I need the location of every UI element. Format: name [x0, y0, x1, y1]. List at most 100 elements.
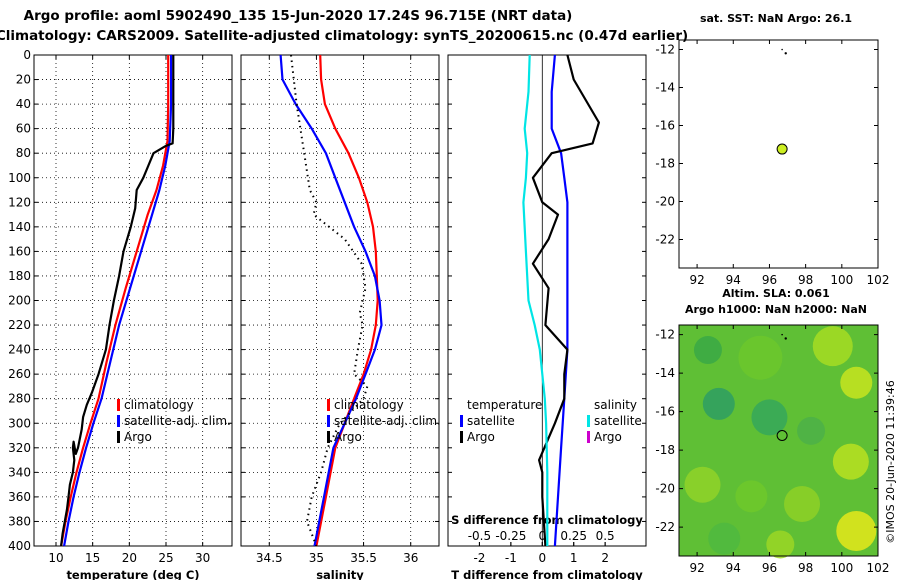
legend-swatch-satellite	[327, 415, 330, 427]
series-satellite-adj-clim-	[279, 54, 383, 547]
x2-tick-label: 0	[538, 529, 546, 543]
y-tick-label: 240	[8, 343, 31, 357]
sla-cell	[708, 522, 741, 555]
sla-cell	[702, 387, 735, 420]
sla-cell	[812, 326, 853, 367]
figure-title-line2: Climatology: CARS2009. Satellite-adjuste…	[0, 28, 688, 44]
x-tick-label: 34.5	[256, 551, 283, 565]
series-temperature-argo	[531, 54, 601, 547]
salinity-legend: climatology satellite-adj. clim. Argo	[327, 398, 441, 444]
sla-cell	[738, 335, 783, 380]
y-tick-label: -12	[655, 328, 675, 342]
x-tick-label: 98	[798, 273, 813, 287]
map-dot	[781, 48, 783, 51]
series-salinity-satellite	[522, 54, 549, 546]
difference-panel: -2 -1 0 1 2 -0.5 -0.25 0 0.25 0.5 T difference fro…	[447, 54, 647, 580]
legend-label: satellite	[594, 414, 642, 428]
x-tick-label: 2	[601, 551, 609, 565]
x-tick-label: 96	[762, 561, 777, 575]
sla-cell	[840, 366, 873, 399]
x-axis-label: salinity	[316, 568, 364, 580]
series-satellite-adj-clim-	[63, 55, 173, 547]
sst-map-title: sat. SST: NaN Argo: 26.1	[700, 12, 852, 25]
y-tick-label: 280	[8, 392, 31, 406]
x-tick-label: -1	[505, 551, 517, 565]
y-tick-label: -16	[655, 119, 675, 133]
legend-label: Argo	[334, 430, 362, 444]
map-dot	[784, 337, 787, 340]
y-tick-label: 20	[16, 73, 31, 87]
y-tick-label: 60	[16, 122, 31, 136]
x-tick-label: 30	[195, 551, 210, 565]
difference-legend: temperature satellite Argo salinity sate…	[460, 398, 642, 444]
legend-label: Argo	[124, 430, 152, 444]
y-tick-label: -14	[655, 366, 675, 380]
sla-cell	[836, 510, 877, 551]
sla-cell	[784, 486, 821, 523]
y-tick-label: -18	[655, 443, 675, 457]
legend-label: climatology	[334, 398, 404, 412]
series-argo	[60, 55, 175, 547]
y-tick-label: -18	[655, 157, 675, 171]
y-tick-label: -20	[655, 195, 675, 209]
legend-swatch-t-argo	[460, 431, 463, 443]
figure-title-line1: Argo profile: aoml 5902490_135 15-Jun-20…	[24, 8, 573, 24]
map-frame	[678, 324, 879, 557]
argo-position-marker	[776, 143, 788, 155]
x2-tick-label: 0.25	[560, 529, 587, 543]
legend-swatch-t-satellite	[460, 415, 463, 427]
x2-tick-label: -0.25	[495, 529, 526, 543]
y-tick-label: 360	[8, 490, 31, 504]
y-tick-label: -12	[655, 43, 675, 57]
x-tick-label: 92	[689, 561, 704, 575]
legend-swatch-climatology	[117, 399, 120, 411]
map-frame	[678, 39, 879, 269]
sla-cell	[751, 399, 788, 436]
salinity-panel: 34.5 35 35.5 36 salinity	[240, 54, 440, 580]
y-tick-label: -22	[655, 520, 675, 534]
x-tick-label: 94	[726, 561, 741, 575]
x-tick-label: 94	[726, 273, 741, 287]
y-tick-label: -20	[655, 482, 675, 496]
series-argo	[290, 54, 369, 547]
x-tick-label: 92	[689, 273, 704, 287]
sst-map-panel: 92 94 96 98 100 102 -12 -14 -16 -18 -20 -22	[655, 39, 890, 287]
x2-tick-label: -0.5	[468, 529, 491, 543]
x-tick-label: -2	[473, 551, 485, 565]
x-tick-label: 96	[762, 273, 777, 287]
y-tick-label: -14	[655, 81, 675, 95]
x-tick-label: 35.5	[350, 551, 377, 565]
x-tick-label: 98	[798, 561, 813, 575]
legend-label: satellite-adj. clim.	[124, 414, 231, 428]
sla-cell	[735, 480, 768, 513]
y-tick-label: 200	[8, 294, 31, 308]
x-tick-label: 1	[570, 551, 578, 565]
y-tick-label: 100	[8, 171, 31, 185]
x-axis-label: temperature (deg C)	[66, 568, 199, 580]
legend-swatch-argo	[117, 431, 120, 443]
x-tick-label: 100	[830, 273, 853, 287]
x-tick-label: 102	[867, 273, 890, 287]
y-tick-label: 40	[16, 97, 31, 111]
legend-heading: salinity	[594, 398, 637, 412]
y-tick-label: 400	[8, 539, 31, 553]
sla-cell	[684, 466, 721, 503]
y-tick-label: 300	[8, 416, 31, 430]
legend-heading: temperature	[467, 398, 542, 412]
y-tick-label: 320	[8, 441, 31, 455]
legend-label: Argo	[594, 430, 622, 444]
sla-map-panel: 92 94 96 98 100 102 -12 -14 -16 -18 -20 -22	[655, 324, 889, 575]
sla-map-title-line1: Altim. SLA: 0.061	[722, 287, 829, 300]
y-tick-label: 380	[8, 514, 31, 528]
x-tick-label: 20	[122, 551, 137, 565]
legend-label: Argo	[467, 430, 495, 444]
x-tick-label: 35	[309, 551, 324, 565]
legend-label: satellite	[467, 414, 515, 428]
sla-cell	[766, 530, 795, 559]
y-tick-label: 140	[8, 220, 31, 234]
map-dot	[784, 52, 787, 55]
x-tick-label: 100	[830, 561, 853, 575]
x-tick-label: 36	[403, 551, 418, 565]
y-tick-label: 180	[8, 269, 31, 283]
y-tick-label: 220	[8, 318, 31, 332]
